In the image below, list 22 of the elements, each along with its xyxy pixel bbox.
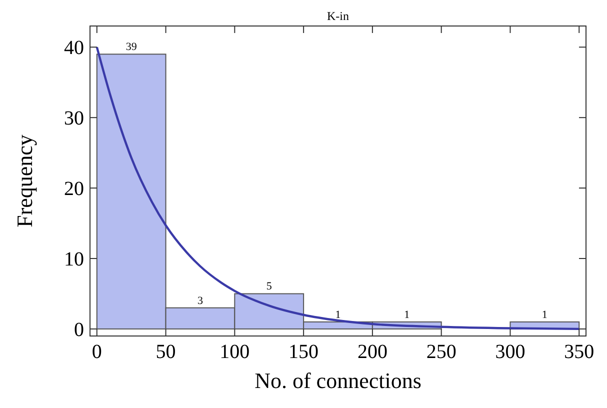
x-tick-label: 200 [357, 341, 388, 363]
x-tick-label: 0 [92, 341, 102, 363]
data-label: 5 [266, 280, 272, 293]
x-tick-label: 300 [495, 341, 526, 363]
chart-title: K-in [327, 9, 349, 23]
y-tick-label: 40 [64, 37, 84, 60]
x-tick-label: 150 [288, 341, 319, 363]
x-tick-label: 350 [564, 341, 594, 363]
x-tick-label: 250 [426, 341, 456, 363]
data-label: 1 [404, 308, 410, 321]
data-label: 1 [542, 308, 548, 321]
data-label: 3 [197, 294, 204, 307]
x-tick-label: 100 [220, 341, 250, 363]
y-tick-label: 30 [64, 108, 84, 130]
y-tick-label: 10 [64, 248, 84, 270]
y-axis-title: Frequency [12, 134, 37, 228]
x-tick-label: 50 [156, 341, 176, 363]
data-label: 1 [335, 308, 341, 321]
x-axis-title: No. of connections [254, 368, 422, 393]
y-tick-label: 0 [74, 318, 84, 341]
y-tick-label: 20 [64, 178, 84, 200]
data-label: 39 [126, 41, 138, 54]
